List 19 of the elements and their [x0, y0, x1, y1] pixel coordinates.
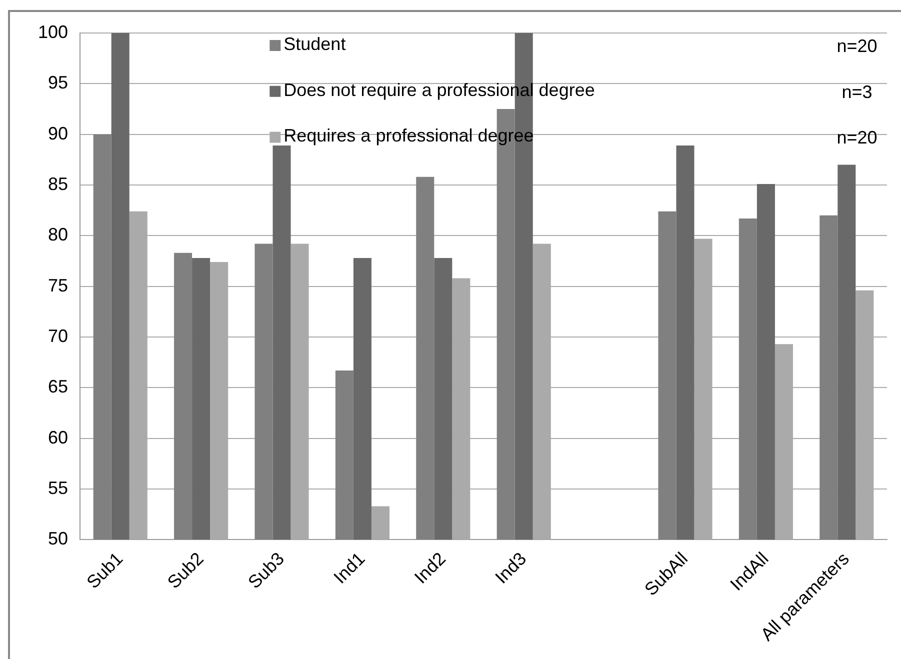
y-tick-label: 60	[48, 427, 68, 448]
x-tick-label: Ind3	[491, 548, 530, 588]
legend-label: Requires a professional degree	[284, 126, 534, 146]
y-tick-label: 75	[48, 275, 68, 296]
y-tick-label: 100	[38, 22, 68, 42]
y-tick-label: 95	[48, 72, 68, 93]
y-tick-label: 65	[48, 376, 68, 397]
y-tick-label: 70	[48, 326, 68, 346]
x-tick-label: Ind1	[330, 548, 369, 588]
y-tick-label: 55	[48, 478, 68, 498]
y-tick-label: 90	[48, 123, 68, 144]
y-tick-label: 80	[48, 224, 68, 245]
y-tick-label: 85	[48, 174, 68, 194]
legend-label: Student	[284, 34, 346, 54]
x-tick-label: Ind2	[410, 548, 450, 588]
annotation: n=3	[842, 82, 872, 102]
annotation: n=20	[836, 128, 878, 148]
annotation: n=20	[836, 36, 878, 56]
y-tick-label: 50	[48, 528, 68, 549]
